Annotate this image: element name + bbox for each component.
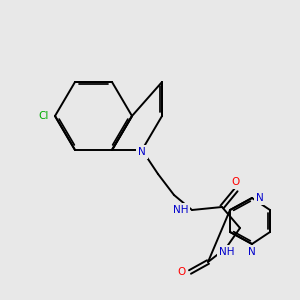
Text: NH: NH (172, 205, 188, 215)
Text: O: O (232, 177, 240, 187)
Text: N: N (256, 193, 264, 203)
Text: N: N (248, 247, 256, 257)
Text: O: O (178, 267, 186, 277)
Text: NH: NH (218, 247, 234, 257)
Text: Cl: Cl (39, 111, 49, 121)
Text: N: N (138, 147, 146, 157)
